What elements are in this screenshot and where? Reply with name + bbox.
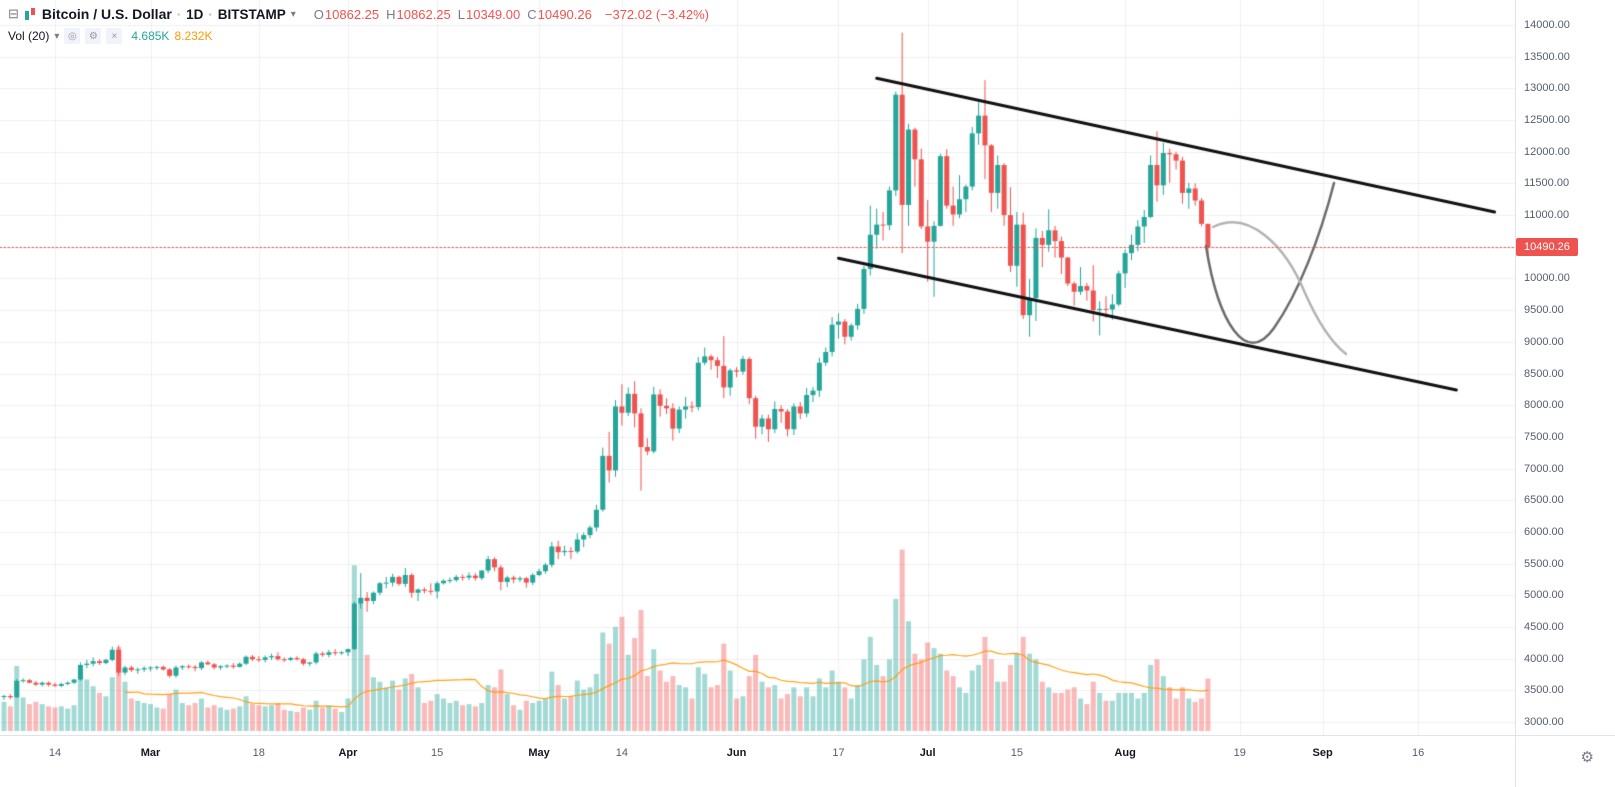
collapse-legend-icon[interactable]: ⊟ (8, 6, 19, 21)
close-label: C (527, 6, 537, 22)
time-axis-label: Apr (338, 747, 358, 759)
time-axis-label: 14 (615, 747, 628, 759)
separator-dot: · (176, 6, 182, 22)
price-axis-label: 12500.00 (1524, 114, 1570, 127)
open-label: O (313, 6, 324, 22)
time-axis-label: 18 (252, 747, 265, 759)
price-axis[interactable]: 10490.26 14000.00 13500.00 13000.00 12500.0… (1515, 0, 1615, 735)
price-chart-canvas[interactable] (0, 0, 1515, 735)
instrument-logo-icon (24, 7, 37, 21)
time-axis-label: Aug (1114, 747, 1136, 759)
time-axis-label: 15 (431, 747, 444, 759)
time-axis[interactable]: 14 Mar 18 Apr 15 May 14 Jun 17 Jul 15 Aug 19 Sep 16 (0, 735, 1515, 787)
time-axis-label: 15 (1010, 747, 1023, 759)
price-axis-label: 13000.00 (1524, 82, 1570, 95)
time-axis-label: 17 (832, 747, 845, 759)
close-value: 10490.26 (537, 6, 592, 22)
price-axis-label: 14000.00 (1524, 19, 1570, 31)
time-axis-label: Sep (1312, 747, 1333, 759)
price-axis-label: 7000.00 (1524, 462, 1564, 475)
time-axis-label: May (528, 747, 550, 759)
price-axis-label: 4500.00 (1524, 620, 1564, 633)
price-axis-label: 12000.00 (1524, 145, 1570, 158)
interval-label[interactable]: 1D (186, 6, 204, 22)
price-axis-label: 9000.00 (1524, 335, 1564, 348)
price-change-value: −372.02 (−3.42%) (604, 6, 709, 22)
separator-dot: · (208, 6, 213, 22)
time-axis-label: Jun (726, 747, 747, 759)
open-value: 10862.25 (324, 6, 380, 22)
price-axis-label: 5500.00 (1524, 557, 1564, 570)
time-axis-label: 14 (48, 747, 62, 759)
chevron-down-icon[interactable]: ▾ (54, 30, 60, 42)
ohlc-readout: O 10862.25 H 10862.25 L 10349.00 C 10490.26 (307, 7, 592, 22)
price-axis-label: 11000.00 (1524, 209, 1570, 222)
axis-corner: ⚙ (1515, 735, 1615, 787)
volume-value: 4.685K (131, 29, 170, 43)
time-axis-label: Jul (919, 747, 936, 759)
time-axis-label: 16 (1412, 747, 1425, 759)
price-axis-label: 8500.00 (1524, 367, 1564, 380)
price-axis-label: 5000.00 (1524, 589, 1564, 602)
low-value: 10349.00 (466, 6, 521, 22)
price-axis-label: 3500.00 (1524, 684, 1564, 697)
symbol-title[interactable]: Bitcoin / U.S. Dollar (41, 6, 172, 22)
price-axis-label: 6500.00 (1524, 494, 1564, 507)
symbol-legend-row: ⊟ Bitcoin / U.S. Dollar · 1D · BITSTAMP … (8, 6, 709, 22)
price-axis-label: 13500.00 (1524, 50, 1570, 63)
high-value: 10862.25 (396, 6, 451, 22)
price-axis-label: 8000.00 (1524, 399, 1564, 412)
low-label: L (457, 6, 466, 22)
volume-indicator-label[interactable]: Vol (20) (8, 29, 50, 43)
gear-icon[interactable]: ⚙ (1580, 749, 1594, 766)
price-axis-label: 11500.00 (1524, 177, 1570, 190)
price-axis-label: 9500.00 (1524, 304, 1564, 317)
exchange-label[interactable]: BITSTAMP (217, 6, 286, 22)
price-axis-label: 6000.00 (1524, 525, 1564, 538)
time-axis-label: 19 (1233, 747, 1246, 759)
price-axis-label: 4000.00 (1524, 652, 1564, 665)
volume-legend-row: Vol (20) ▾ ◎ ⚙ × 4.685K 8.232K (8, 28, 709, 44)
last-price-badge: 10490.26 (1516, 238, 1578, 257)
close-icon[interactable]: × (106, 28, 123, 44)
price-axis-label: 3000.00 (1524, 716, 1564, 728)
chart-legend: ⊟ Bitcoin / U.S. Dollar · 1D · BITSTAMP … (8, 6, 709, 44)
settings-icon[interactable]: ⚙ (85, 28, 102, 44)
volume-ma-value: 8.232K (174, 29, 213, 43)
eye-icon[interactable]: ◎ (64, 28, 81, 44)
chevron-down-icon[interactable]: ▾ (290, 8, 296, 20)
time-axis-label: Mar (140, 747, 161, 759)
high-label: H (386, 6, 396, 22)
price-axis-label: 10000.00 (1524, 272, 1570, 285)
price-axis-label: 7500.00 (1524, 430, 1564, 443)
